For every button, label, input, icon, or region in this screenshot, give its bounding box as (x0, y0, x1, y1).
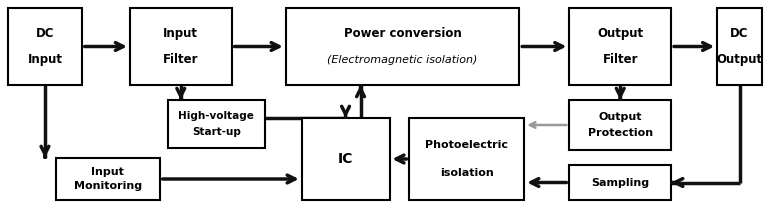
Bar (301, 118, 390, 200)
Bar (130, 8, 231, 85)
Bar (8, 8, 82, 85)
Bar (56, 158, 160, 200)
Text: Input: Input (92, 167, 125, 177)
Text: DC: DC (35, 27, 54, 40)
Text: Filter: Filter (163, 53, 198, 66)
Bar (285, 8, 519, 85)
Bar (409, 118, 524, 200)
Bar (168, 100, 265, 148)
Text: Monitoring: Monitoring (74, 181, 142, 191)
Text: Input: Input (28, 53, 62, 66)
Bar (569, 100, 671, 150)
Bar (569, 8, 671, 85)
Text: Start-up: Start-up (191, 127, 241, 137)
Text: High-voltage: High-voltage (178, 111, 255, 121)
Text: (Electromagnetic isolation): (Electromagnetic isolation) (328, 55, 478, 65)
Text: DC: DC (731, 27, 749, 40)
Text: IC: IC (338, 152, 353, 166)
Text: Output: Output (717, 53, 763, 66)
Text: Filter: Filter (602, 53, 638, 66)
Bar (717, 8, 762, 85)
Bar (569, 165, 671, 200)
Text: Sampling: Sampling (591, 177, 649, 187)
Text: Protection: Protection (588, 129, 653, 139)
Text: Input: Input (163, 27, 198, 40)
Text: isolation: isolation (440, 168, 494, 178)
Text: Output: Output (598, 27, 644, 40)
Text: Output: Output (598, 111, 642, 121)
Text: Power conversion: Power conversion (344, 27, 461, 40)
Text: Photoelectric: Photoelectric (425, 140, 508, 150)
